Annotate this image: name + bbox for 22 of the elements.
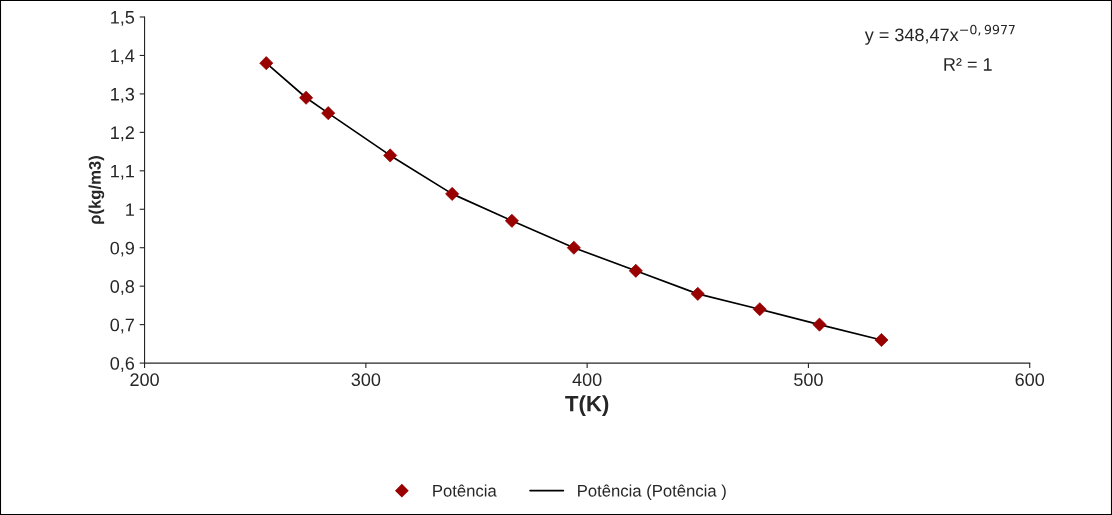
- x-tick-label: 300: [351, 373, 381, 387]
- y-tick-label: 1,5: [111, 11, 135, 26]
- x-axis-title: T(K): [565, 395, 609, 416]
- y-tick-label: 0,8: [110, 280, 135, 296]
- y-tick-label: 1,1: [111, 164, 134, 180]
- annotation: y = 348,47x$^{−0,9977}$: [864, 24, 1015, 45]
- x-tick-label: 600: [1015, 373, 1045, 387]
- annotation: R² = 1: [944, 58, 992, 71]
- y-tick-label: 1,2: [111, 126, 134, 142]
- x-tick-label: 200: [130, 373, 159, 387]
- y-tick-label: 1: [126, 203, 134, 216]
- y-tick-label: 1,4: [111, 49, 135, 65]
- point: [874, 333, 889, 347]
- x-tick-label: 500: [794, 373, 823, 387]
- y-tick-label: 0,9: [110, 241, 134, 257]
- y-tick-label: 0,6: [110, 357, 135, 372]
- y-axis-title: ρ(kg/m3): [88, 156, 105, 224]
- legend-label: Potência (Potência ): [578, 484, 726, 500]
- legend-label: Potência: [433, 484, 497, 497]
- x-tick-label: 400: [572, 373, 602, 387]
- y-tick-label: 1,3: [111, 87, 135, 103]
- y-tick-label: 0,7: [110, 318, 134, 334]
